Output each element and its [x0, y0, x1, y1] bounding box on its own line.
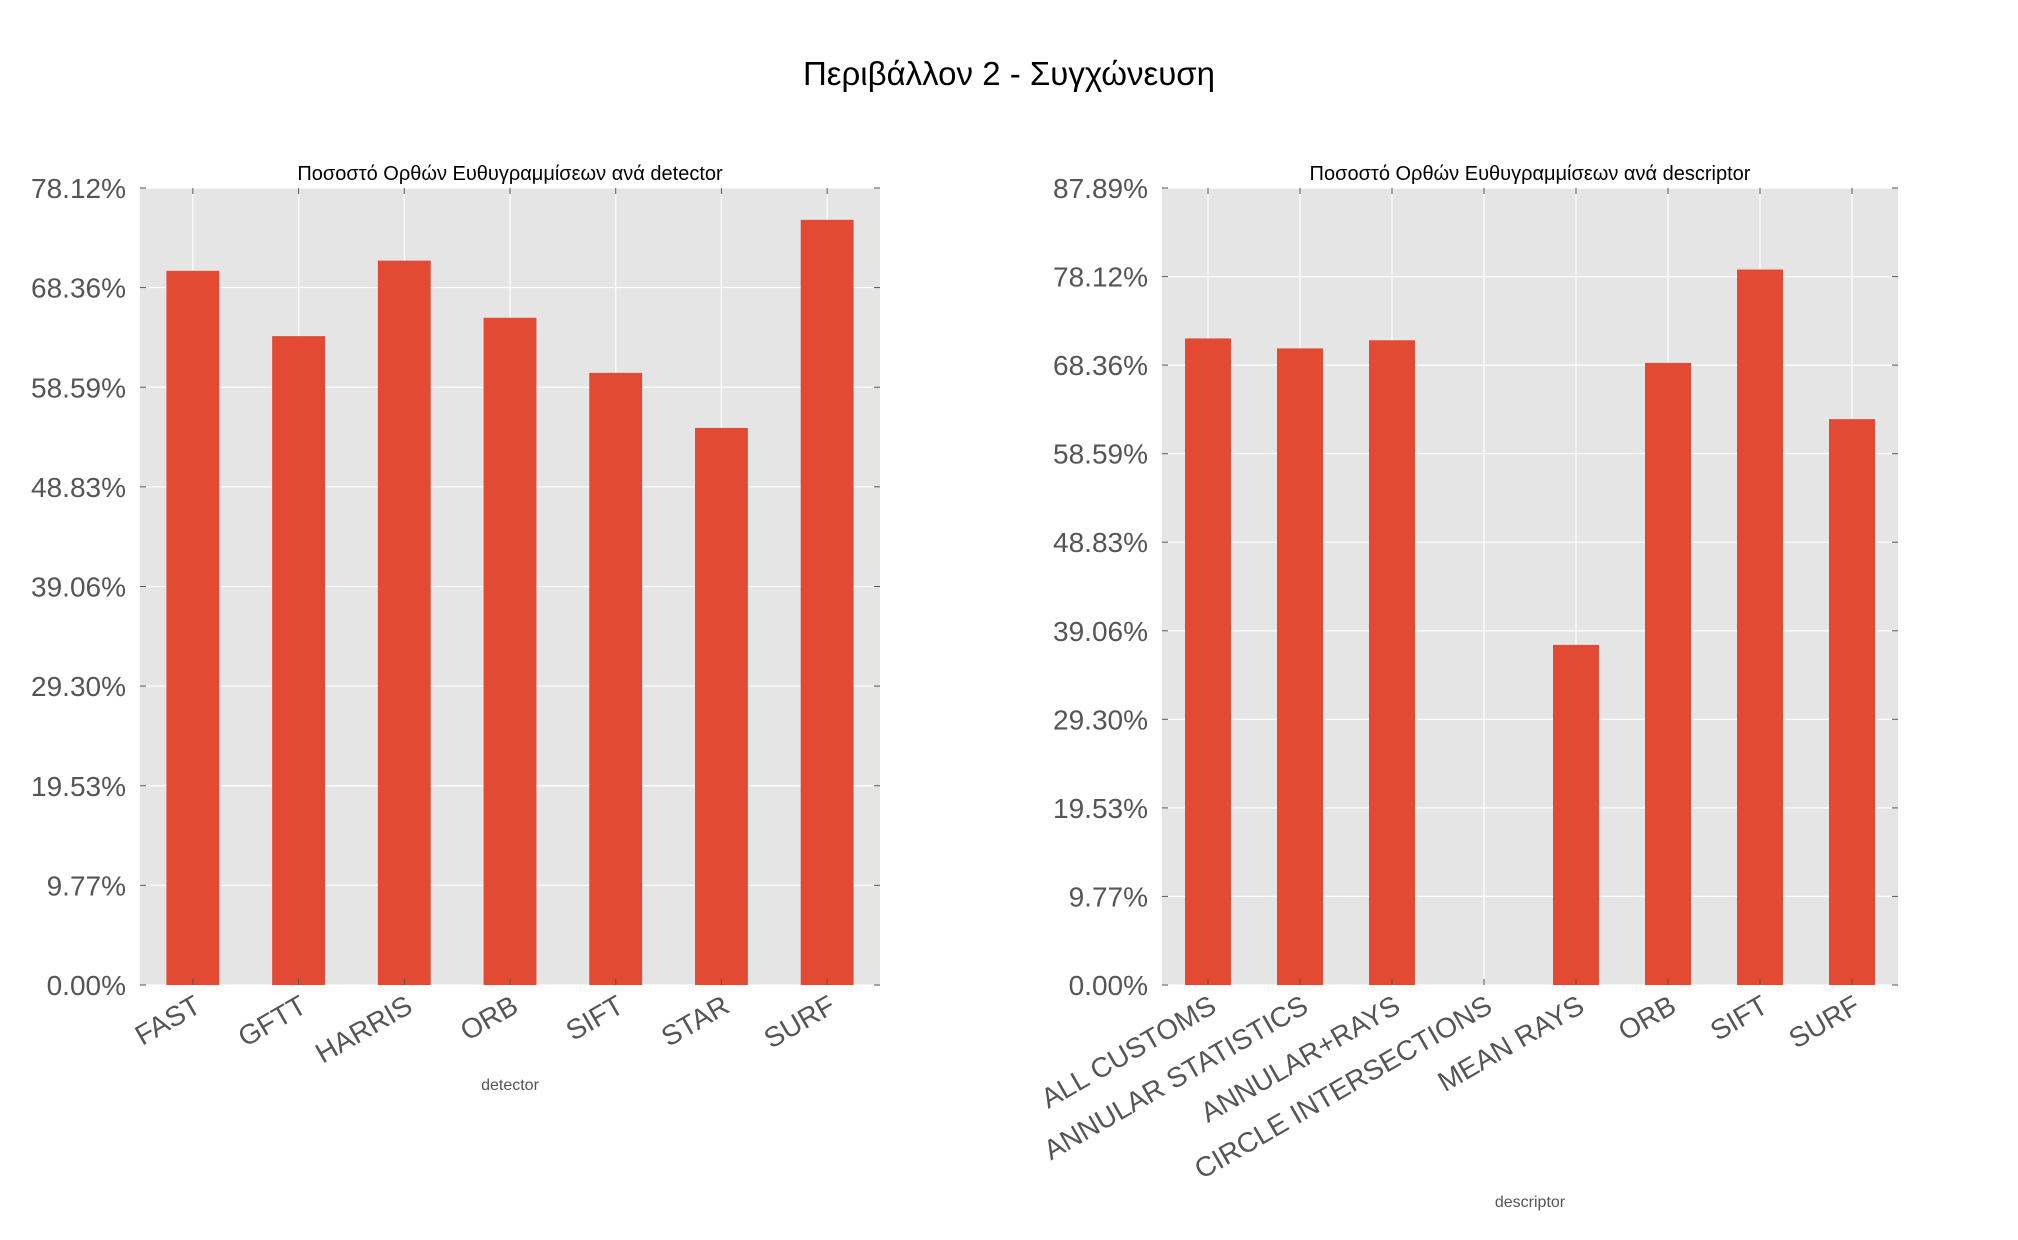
- subplot-title: Ποσοστό Ορθών Ευθυγραμμίσεων ανά descrip…: [1310, 163, 1751, 185]
- x-axis-label: descriptor: [1495, 1194, 1566, 1211]
- subplot-title: Ποσοστό Ορθών Ευθυγραμμίσεων ανά detecto…: [297, 163, 723, 185]
- y-tick-label: 0.00%: [47, 970, 126, 1001]
- figure-title: Περιβάλλον 2 - Συγχώνευση: [803, 55, 1215, 92]
- y-tick-label: 9.77%: [1069, 881, 1148, 912]
- y-tick-label: 48.83%: [31, 472, 126, 503]
- bar-sift: [1737, 269, 1783, 985]
- bar-star: [695, 427, 748, 985]
- plot-area: [1162, 188, 1898, 985]
- x-tick-label: ORB: [1613, 989, 1681, 1046]
- x-tick-label: SURF: [1783, 989, 1865, 1054]
- y-tick-label: 39.06%: [31, 572, 126, 603]
- bar-fast: [166, 270, 220, 985]
- x-tick-label: STAR: [656, 989, 734, 1052]
- bar-surf: [800, 219, 854, 985]
- x-tick-label: FAST: [130, 989, 206, 1051]
- y-tick-label: 58.59%: [31, 372, 126, 403]
- y-tick-label: 29.30%: [31, 671, 126, 702]
- bar-harris: [377, 260, 431, 986]
- y-tick-label: 78.12%: [31, 173, 126, 204]
- bar-all-customs: [1185, 338, 1231, 985]
- y-tick-label: 68.36%: [31, 273, 126, 304]
- descriptor-chart: 0.00% 9.77% 19.53% 29.30% 39.06% 48.83% 58.59%…: [1036, 163, 1898, 1211]
- x-axis-label: detector: [481, 1077, 539, 1094]
- x-tick-label: HARRIS: [310, 989, 417, 1069]
- bar-orb: [483, 317, 537, 985]
- bar-annular-statistics: [1277, 348, 1323, 985]
- y-tick-label: 9.77%: [47, 870, 126, 901]
- detector-chart: 0.00% 9.77% 19.53% 29.30% 39.06% 48.83% 58.59%…: [31, 163, 880, 1094]
- x-tick-label: SURF: [759, 989, 841, 1054]
- bar-surf: [1829, 419, 1875, 985]
- y-tick-label: 58.59%: [1053, 439, 1148, 470]
- bar-sift: [589, 372, 643, 985]
- y-tick-label: 19.53%: [31, 771, 126, 802]
- y-tick-label: 39.06%: [1053, 616, 1148, 647]
- y-tick-label: 29.30%: [1053, 704, 1148, 735]
- y-tick-label: 0.00%: [1069, 970, 1148, 1001]
- y-tick-label: 87.89%: [1053, 173, 1148, 204]
- x-tick-label: SIFT: [1705, 989, 1773, 1046]
- y-tick-label: 68.36%: [1053, 350, 1148, 381]
- x-tick-label: SIFT: [561, 989, 629, 1046]
- y-tick-label: 19.53%: [1053, 793, 1148, 824]
- y-tick-label: 48.83%: [1053, 527, 1148, 558]
- y-tick-label: 78.12%: [1053, 262, 1148, 293]
- bar-gftt: [272, 336, 325, 985]
- bar-mean-rays: [1553, 644, 1599, 985]
- x-tick-label: ORB: [455, 989, 523, 1046]
- x-tick-label: GFTT: [233, 989, 312, 1052]
- bar-annular-rays: [1369, 340, 1415, 986]
- bar-orb: [1645, 362, 1691, 985]
